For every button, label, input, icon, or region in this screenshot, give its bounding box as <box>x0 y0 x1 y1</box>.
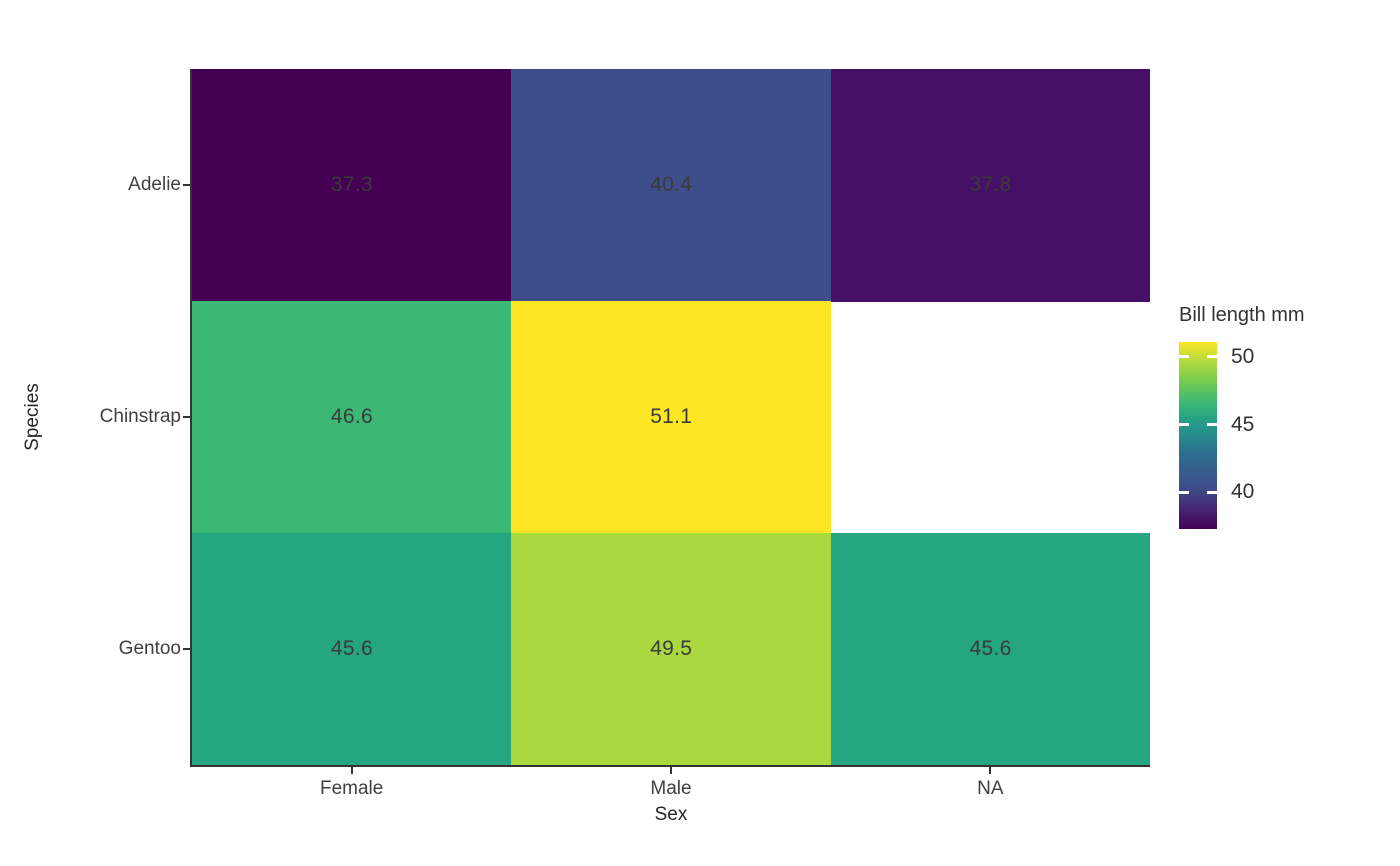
cell-value-label: 46.6 <box>330 405 373 429</box>
legend-tick-mark <box>1179 355 1189 359</box>
cell-value-label: 37.8 <box>969 173 1012 197</box>
heatmap-cell-adelie-female: 37.3 <box>192 69 512 302</box>
x-axis-tick <box>350 767 353 774</box>
y-axis-tick <box>183 648 190 650</box>
legend-tick-mark <box>1179 423 1189 427</box>
legend-label-45: 45 <box>1231 412 1255 436</box>
heatmap-cell-chinstrap-female: 46.6 <box>192 301 512 534</box>
heatmap-cell-adelie-male: 40.4 <box>511 69 832 302</box>
heatmap-cell-gentoo-na: 45.6 <box>830 533 1151 766</box>
x-axis-label-female: Female <box>319 778 384 799</box>
legend-colorbar <box>1179 342 1217 529</box>
y-axis-tick <box>183 184 190 186</box>
y-axis-label-chinstrap: Chinstrap <box>99 406 181 427</box>
heatmap-cell-gentoo-male: 49.5 <box>511 533 832 766</box>
legend-tick-mark <box>1207 423 1217 427</box>
x-axis-tick <box>670 767 672 774</box>
cell-value-label: 45.6 <box>969 637 1012 661</box>
y-axis-label-gentoo: Gentoo <box>118 638 181 659</box>
x-axis-line <box>190 765 1150 767</box>
plot-panel: 37.3 40.4 37.8 46.6 51.1 45.6 49.5 45.6 <box>192 69 1151 766</box>
heatmap-cell-chinstrap-male: 51.1 <box>511 301 832 534</box>
x-axis-tick <box>989 767 992 774</box>
legend-tick-mark <box>1179 490 1189 494</box>
cell-value-label: 45.6 <box>330 637 373 661</box>
legend-label-50: 50 <box>1231 344 1255 368</box>
heatmap-cell-gentoo-female: 45.6 <box>192 533 512 766</box>
y-axis-tick <box>183 416 190 418</box>
cell-value-label: 40.4 <box>650 173 693 197</box>
cell-value-label: 49.5 <box>650 637 693 661</box>
heatmap-cell-adelie-na: 37.8 <box>830 69 1151 302</box>
legend-label-40: 40 <box>1231 480 1255 504</box>
cell-value-label: 37.3 <box>330 173 373 197</box>
legend-tick-mark <box>1207 490 1217 494</box>
legend-tick-mark <box>1207 355 1217 359</box>
x-axis-label-male: Male <box>650 778 692 799</box>
cell-value-label: 51.1 <box>650 405 693 429</box>
y-axis-line <box>190 69 192 767</box>
x-axis-label-na: NA <box>977 778 1004 799</box>
legend-title: Bill length mm <box>1179 304 1305 326</box>
y-axis-title: Species <box>22 383 43 451</box>
x-axis-title: Sex <box>654 804 688 825</box>
y-axis-label-adelie: Adelie <box>128 174 181 195</box>
